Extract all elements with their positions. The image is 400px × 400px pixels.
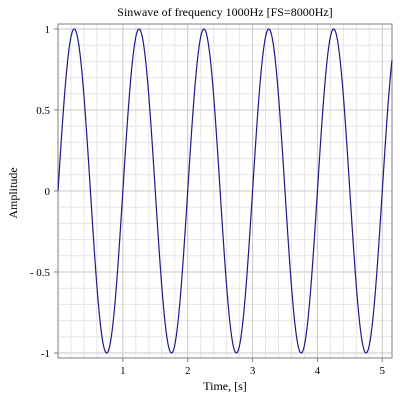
sine-series-line-0: [57, 28, 393, 354]
x-tick-label: 1: [120, 365, 126, 377]
x-tick-label: 3: [250, 365, 256, 377]
grid-layer: [58, 24, 392, 358]
y-axis-label: Amplitude: [6, 167, 20, 218]
y-tick-label: 0: [45, 186, 51, 198]
x-tick-label: 5: [380, 365, 386, 377]
y-tick-label: - 0.5: [30, 267, 51, 279]
ticks-layer: 1 2 3 4 5 1 0.5 0 - 0.5 -1: [30, 24, 386, 377]
x-tick-label: 4: [315, 365, 321, 377]
x-tick-label: 2: [185, 365, 191, 377]
x-axis-label: Time, [s]: [203, 379, 247, 393]
y-tick-label: 1: [45, 24, 51, 36]
y-tick-label: 0.5: [36, 105, 50, 117]
series-layer: [57, 28, 393, 354]
y-tick-label: -1: [41, 348, 50, 360]
chart-title: Sinwave of frequency 1000Hz [FS=8000Hz]: [117, 5, 332, 19]
